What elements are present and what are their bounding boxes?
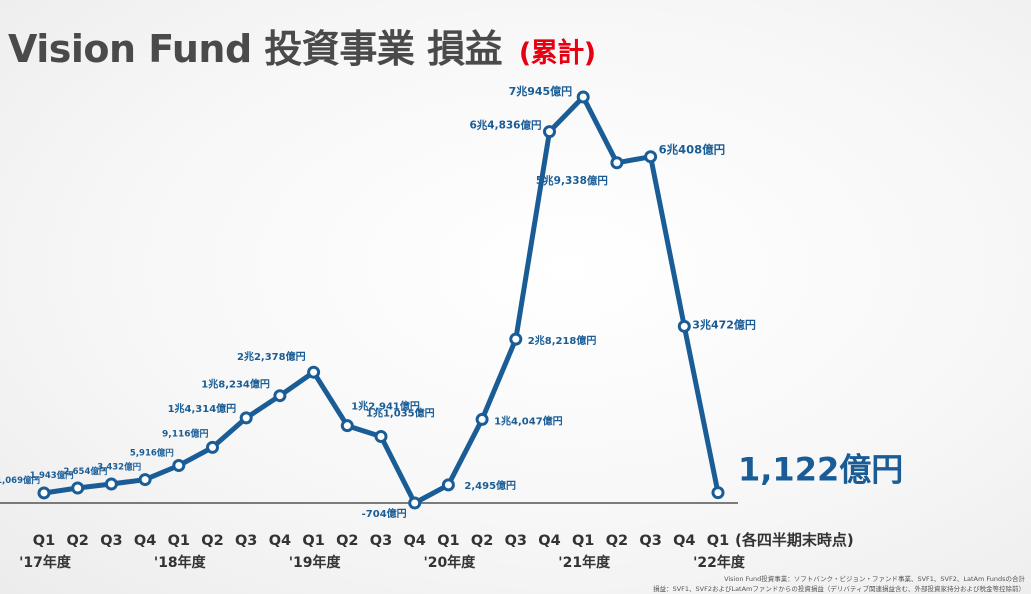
data-point [172,458,186,472]
x-tick-label: Q4 [538,533,560,549]
data-point [307,365,321,379]
fiscal-year-label: '17年度 [19,554,72,571]
data-point [408,496,422,510]
data-label: 3,432億円 [97,462,141,473]
fiscal-year-label: '18年度 [154,554,207,571]
x-tick-label: Q4 [403,533,425,549]
fiscal-year-label: '21年度 [558,554,611,571]
data-label: 2,495億円 [464,479,516,492]
x-tick-label: Q2 [336,533,358,549]
x-tick-label: Q1 [302,533,324,549]
fiscal-year-label: '22年度 [693,554,746,571]
data-label: 1兆8,234億円 [201,378,270,391]
x-tick-label: Q1 [572,533,594,549]
x-tick-label: Q1 [707,533,729,549]
x-tick-label: Q3 [235,533,257,549]
x-tick-label: Q2 [471,533,493,549]
data-point [37,486,51,500]
x-tick-label: Q4 [269,533,291,549]
footnote-2: 損益：SVF1、SVF2およびLatAmファンドからの投資損益（デリバティブ関連… [653,585,1025,593]
data-label: 1,943億円 [30,470,74,481]
data-point [644,150,658,164]
data-point [138,473,152,487]
data-label: 9,116億円 [162,427,208,439]
x-tick-label: Q3 [639,533,661,549]
data-point [543,125,556,139]
data-point [71,481,85,495]
data-label: 1兆1,035億円 [366,406,435,419]
data-label: 5,916億円 [130,447,174,458]
x-tick-label: Q1 [168,533,190,549]
fiscal-year-label: '20年度 [424,554,477,571]
data-label: 2兆2,378億円 [237,350,306,363]
x-tick-label: Q4 [134,533,156,549]
data-label: 1,122億円 [738,451,903,489]
data-point [576,90,590,104]
title-subtitle: (累計) [518,38,596,69]
data-point [104,477,118,491]
x-tick-label: Q4 [673,533,695,549]
data-label: 6兆408億円 [659,143,726,157]
data-label: 1兆4,047億円 [494,414,563,427]
data-point [475,412,489,426]
x-tick-label: Q3 [100,533,122,549]
page-title: Vision Fund 投資事業 損益 (累計) [8,18,596,73]
data-point [340,419,354,433]
data-point [206,440,219,454]
x-tick-label: Q2 [201,533,223,549]
data-label: 7兆945億円 [509,84,573,98]
data-label: 2,654億円 [64,466,108,477]
data-point [677,319,691,333]
fiscal-year-label: '19年度 [289,554,342,571]
data-label: 1,069億円 [0,475,40,486]
data-label: 2兆8,218億円 [528,334,597,347]
data-point [711,486,725,500]
data-label: 5兆9,338億円 [536,174,608,187]
data-point [509,332,523,346]
data-point [273,389,287,403]
data-label: 1兆2,941億円 [351,400,420,413]
data-point [610,156,624,170]
x-tick-label: Q1 [437,533,459,549]
x-tick-label: Q2 [606,533,628,549]
footnote-1: Vision Fund投資事業：ソフトバンク・ビジョン・ファンド事業、SVF1、… [724,575,1025,583]
data-point [374,429,388,443]
x-tick-label: Q3 [370,533,392,549]
data-point [239,411,253,425]
data-label: -704億円 [362,507,407,520]
data-label: 1兆4,314億円 [168,402,237,415]
data-label: 6兆4,836億円 [469,119,541,132]
x-tick-label: Q3 [505,533,527,549]
data-label: 3兆472億円 [692,317,756,331]
axis-note: (各四半期末時点) [735,531,854,549]
title-main: Vision Fund 投資事業 損益 [8,27,503,71]
x-tick-label: Q1 [33,533,55,549]
x-tick-label: Q2 [66,533,88,549]
data-point [441,478,455,492]
